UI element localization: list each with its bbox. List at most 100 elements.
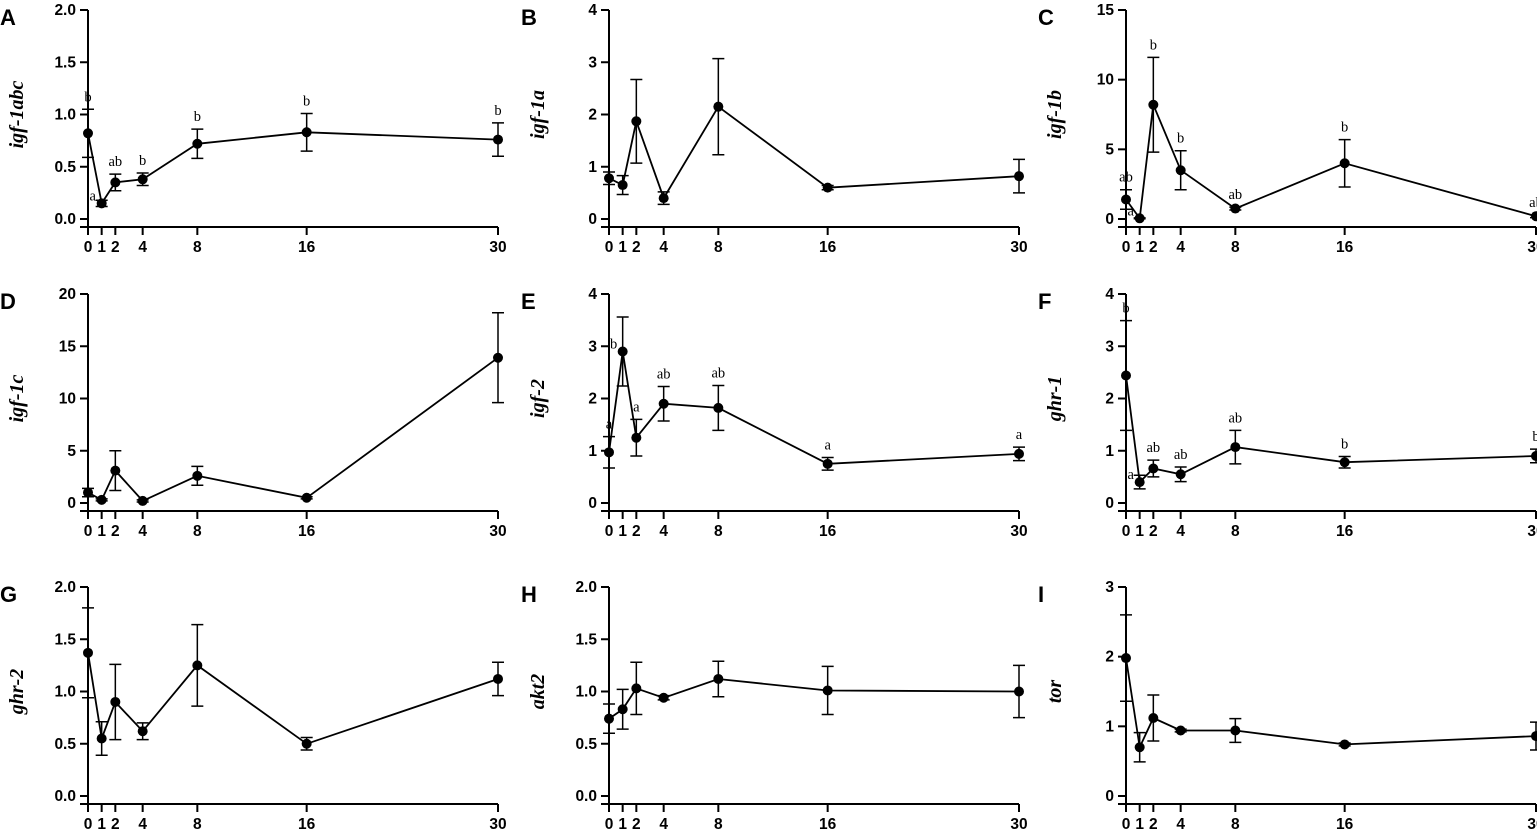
panel-c-x-tick-label: 16 (1336, 239, 1354, 256)
panel-d-data-point (493, 352, 503, 363)
panel-b-x-tick-label: 8 (714, 239, 723, 256)
panel-h-y-tick-label: 0.0 (575, 788, 597, 805)
panel-e-data-point (1014, 448, 1024, 459)
panel-e-x-tick-label: 0 (605, 523, 614, 540)
panel-e-y-tick-label: 1 (588, 443, 597, 460)
panel-e-data-point (713, 402, 724, 413)
panel-c-sig-label: b (1150, 37, 1157, 53)
panel-f-y-tick-label: 0 (1105, 495, 1114, 512)
panel-c-data-point (1531, 211, 1537, 222)
panel-d-letter: D (0, 289, 16, 314)
panel-a-sig-label: ab (108, 154, 122, 170)
panel-a-y-tick-label: 2.0 (54, 2, 76, 19)
panel-i-data-point (1531, 731, 1537, 742)
panel-b-x-tick-label: 0 (605, 239, 614, 256)
panel-h-data-point (713, 673, 724, 684)
panel-i-x-tick-label: 8 (1231, 816, 1240, 831)
panel-d-ylabel: igf-1c (6, 375, 28, 423)
panel-b-data-point (713, 101, 724, 112)
panel-f-x-tick-label: 8 (1231, 523, 1240, 540)
panel-i: Itor0123012481630 (1038, 579, 1537, 831)
panel-c-sig-label: a (1127, 203, 1134, 219)
panel-g-data-point (96, 733, 107, 744)
panel-c-x-tick-label: 4 (1176, 239, 1185, 256)
panel-f-data-point (1175, 469, 1186, 480)
panel-c-data-point (1134, 213, 1145, 224)
panel-f-x-tick-label: 4 (1176, 523, 1185, 540)
panel-g-x-tick-label: 4 (138, 816, 147, 831)
panel-b-y-tick-label: 2 (588, 107, 597, 124)
panel-c-data-point (1148, 99, 1159, 110)
panel-f-x-tick-label: 2 (1149, 523, 1158, 540)
panel-b-series-line (608, 105, 1020, 201)
panel-i-y-tick-label: 3 (1105, 579, 1114, 596)
panel-b-data-point (822, 182, 833, 193)
panel-a-data-point (192, 138, 203, 149)
panel-g-data-point (110, 696, 121, 707)
panel-i-data-point (1134, 742, 1145, 753)
panel-h-x-tick-label: 4 (659, 816, 668, 831)
panel-d-x-tick-label: 0 (84, 523, 93, 540)
panel-i-ylabel: tor (1044, 680, 1066, 704)
panel-d-x-tick-label: 30 (489, 523, 506, 540)
panel-i-x-tick-label: 1 (1135, 816, 1144, 831)
panel-e-x-tick-label: 16 (819, 523, 837, 540)
panel-c-y-tick-label: 15 (1097, 2, 1115, 19)
panel-f-sig-label: ab (1174, 447, 1188, 463)
panel-f-data-point (1121, 370, 1131, 381)
panel-g-y-tick-label: 1.5 (54, 631, 76, 648)
panel-g-x-tick-label: 2 (111, 816, 120, 831)
panel-a-x-tick-label: 4 (138, 239, 147, 256)
panel-c-y-tick-label: 10 (1097, 72, 1114, 89)
panel-f-x-tick-label: 16 (1336, 523, 1354, 540)
panel-f-data-point (1134, 477, 1145, 488)
panel-g-data-point (83, 647, 93, 658)
panel-d-x-tick-label: 16 (298, 523, 316, 540)
panel-h-x-tick-label: 30 (1010, 816, 1027, 831)
panel-a-sig-label: b (139, 153, 146, 169)
panel-g-x-tick-label: 16 (298, 816, 316, 831)
panel-b-y-tick-label: 1 (588, 159, 597, 176)
panel-e-y-tick-label: 4 (588, 286, 597, 303)
panel-i-data-point (1121, 653, 1131, 664)
panel-f-letter: F (1038, 289, 1051, 314)
panel-f-sig-label: b (1122, 301, 1129, 317)
panel-h-y-tick-label: 1.5 (575, 631, 597, 648)
panel-i-y-tick-label: 1 (1105, 718, 1114, 735)
panel-b-y-tick-label: 0 (588, 211, 597, 228)
panel-e-y-tick-label: 0 (588, 495, 597, 512)
panel-b-data-point (604, 173, 614, 184)
panel-d-x-tick-label: 4 (138, 523, 147, 540)
panel-i-letter: I (1038, 582, 1044, 607)
panel-c-data-point (1175, 165, 1186, 176)
panel-d-data-point (96, 494, 107, 505)
panel-a-x-tick-label: 16 (298, 239, 316, 256)
panel-f-ylabel: ghr-1 (1044, 376, 1066, 423)
panel-h-data-point (604, 713, 614, 724)
panel-a-x-tick-label: 2 (111, 239, 120, 256)
panel-a-y-tick-label: 0.5 (54, 159, 76, 176)
panel-a-x-tick-label: 0 (84, 239, 93, 256)
panel-c-y-tick-label: 0 (1105, 211, 1114, 228)
panel-d-y-tick-label: 15 (59, 338, 77, 355)
panel-h-x-tick-label: 2 (632, 816, 641, 831)
panel-d-y-tick-label: 0 (67, 495, 76, 512)
panel-c-sig-label: ab (1228, 187, 1242, 203)
panel-a-sig-label: a (89, 188, 96, 204)
panel-d-data-point (192, 470, 203, 481)
panel-c-ylabel: igf-1b (1044, 90, 1066, 139)
panel-a-series-line (87, 131, 499, 206)
panel-c-sig-label: b (1177, 131, 1184, 147)
panel-f-sig-label: b (1341, 436, 1348, 452)
panel-g-y-tick-label: 1.0 (54, 684, 76, 701)
panel-e-sig-label: a (824, 438, 831, 454)
panel-e-data-point (822, 458, 833, 469)
panel-d-data-point (110, 465, 121, 476)
panel-f-x-tick-label: 0 (1122, 523, 1131, 540)
panel-f-data-point (1531, 450, 1537, 461)
panel-f-data-point (1230, 442, 1241, 453)
panel-e-letter: E (521, 289, 536, 314)
